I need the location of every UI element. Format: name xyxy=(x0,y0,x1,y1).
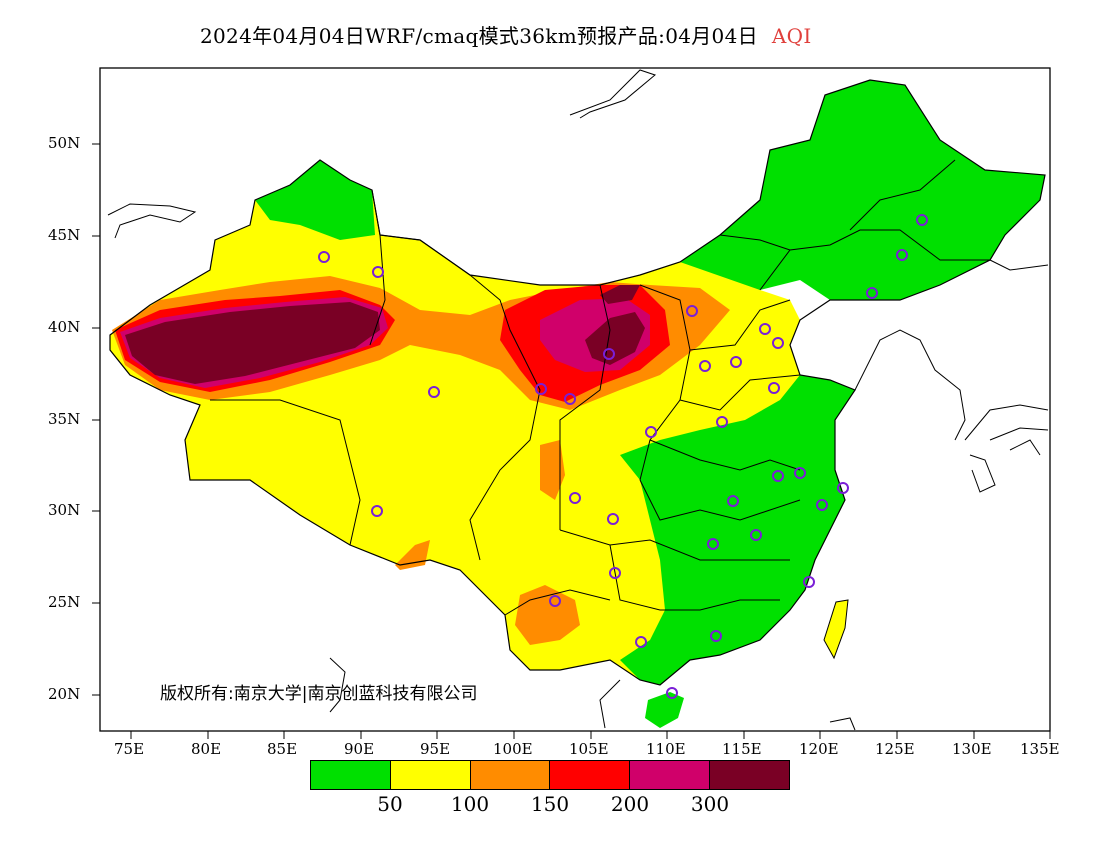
station-marker xyxy=(727,495,739,507)
lat-label-20n: 20N xyxy=(48,685,81,703)
lon-label-100e: 100E xyxy=(493,740,533,758)
title-main: 2024年04月04日WRF/cmaq模式36km预报产品:04月04日 xyxy=(200,24,758,48)
station-marker xyxy=(772,470,784,482)
legend-tick-200: 200 xyxy=(610,792,650,816)
lat-label-40n: 40N xyxy=(48,318,81,336)
lon-label-90e: 90E xyxy=(344,740,375,758)
province-borders xyxy=(210,159,990,616)
station-marker xyxy=(794,467,806,479)
region-good-southeast xyxy=(620,375,855,685)
lon-label-130e: 130E xyxy=(952,740,992,758)
station-marker xyxy=(759,323,771,335)
station-marker xyxy=(603,348,615,360)
lon-ticks xyxy=(130,731,1051,739)
china-outline xyxy=(109,79,1046,686)
lon-label-105e: 105E xyxy=(569,740,609,758)
station-marker xyxy=(730,356,742,368)
station-marker xyxy=(609,567,621,579)
region-good-east xyxy=(680,80,1045,300)
station-marker xyxy=(716,416,728,428)
legend-swatch-usg xyxy=(470,761,551,789)
lat-label-35n: 35N xyxy=(48,410,81,428)
station-marker xyxy=(707,538,719,550)
station-marker xyxy=(569,492,581,504)
lon-label-115e: 115E xyxy=(722,740,762,758)
map-title: 2024年04月04日WRF/cmaq模式36km预报产品:04月04日 AQI xyxy=(200,20,812,49)
station-marker xyxy=(535,383,547,395)
lon-label-85e: 85E xyxy=(267,740,298,758)
station-marker xyxy=(645,426,657,438)
station-marker xyxy=(803,576,815,588)
station-marker xyxy=(428,386,440,398)
station-marker xyxy=(772,337,784,349)
legend-swatch-very-unhealthy xyxy=(630,761,711,789)
aqi-legend xyxy=(310,760,790,790)
legend-swatch-unhealthy xyxy=(550,761,631,789)
lat-label-30n: 30N xyxy=(48,501,81,519)
station-marker xyxy=(372,266,384,278)
lat-ticks xyxy=(92,143,100,696)
station-marker xyxy=(710,630,722,642)
region-hazardous-ordos xyxy=(585,312,645,365)
lat-label-45n: 45N xyxy=(48,226,81,244)
region-usg-yunnan xyxy=(540,440,565,500)
station-marker xyxy=(699,360,711,372)
station-marker xyxy=(607,513,619,525)
lon-label-125e: 125E xyxy=(875,740,915,758)
lon-label-80e: 80E xyxy=(191,740,222,758)
region-good-northwest xyxy=(255,160,375,240)
copyright-notice: 版权所有:南京大学|南京创蓝科技有限公司 xyxy=(160,684,478,704)
lat-label-25n: 25N xyxy=(48,593,81,611)
region-hazardous-tarim xyxy=(125,302,380,384)
station-marker xyxy=(686,305,698,317)
station-marker xyxy=(564,393,576,405)
station-marker xyxy=(837,482,849,494)
neighbor-coastlines xyxy=(107,69,1049,731)
monitoring-stations xyxy=(318,214,928,699)
legend-swatch-hazardous xyxy=(710,761,789,789)
station-marker xyxy=(916,214,928,226)
map-frame xyxy=(99,67,1051,732)
station-marker xyxy=(768,382,780,394)
legend-tick-100: 100 xyxy=(450,792,490,816)
legend-tick-50: 50 xyxy=(377,792,403,816)
lon-label-95e: 95E xyxy=(420,740,451,758)
region-hazardous-north xyxy=(600,285,640,304)
legend-swatch-good xyxy=(311,761,391,789)
legend-tick-150: 150 xyxy=(530,792,570,816)
station-marker xyxy=(549,595,561,607)
station-marker xyxy=(750,529,762,541)
legend-tick-300: 300 xyxy=(690,792,730,816)
region-usg-tibet-south xyxy=(395,540,430,570)
station-marker xyxy=(816,499,828,511)
station-marker xyxy=(635,636,647,648)
station-marker xyxy=(318,251,330,263)
lon-label-135e: 135E xyxy=(1020,740,1060,758)
station-marker xyxy=(371,505,383,517)
hainan-island xyxy=(645,692,684,728)
taiwan-island xyxy=(823,599,849,660)
lon-label-110e: 110E xyxy=(646,740,686,758)
lon-label-75e: 75E xyxy=(114,740,145,758)
legend-swatch-moderate xyxy=(390,761,471,789)
lat-label-50n: 50N xyxy=(48,134,81,152)
station-marker xyxy=(866,287,878,299)
station-marker xyxy=(666,687,678,699)
lon-label-120e: 120E xyxy=(799,740,839,758)
title-variable: AQI xyxy=(771,24,812,48)
station-marker xyxy=(896,249,908,261)
